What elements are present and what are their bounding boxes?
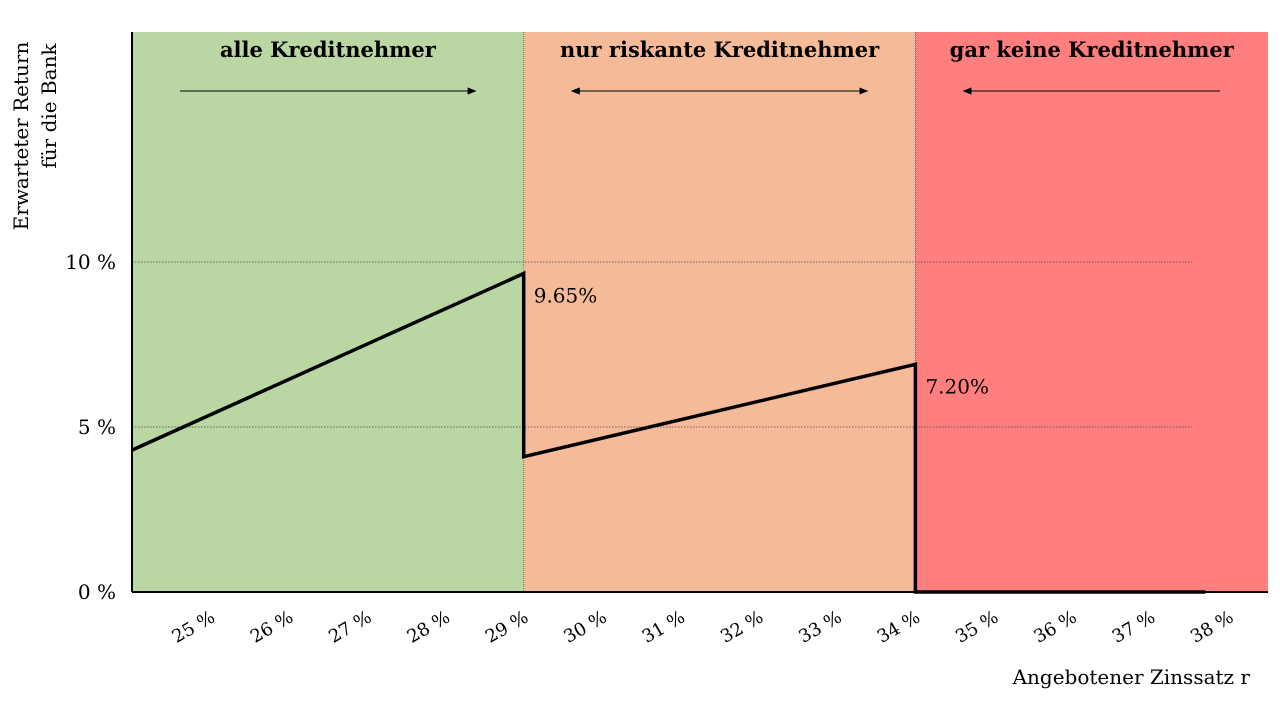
y-axis-title: Erwarteter Return für die Bank	[9, 42, 61, 231]
y-tick-label: 10 %	[65, 250, 116, 274]
region-label-1: alle Kreditnehmer	[220, 37, 437, 62]
x-tick-label: 36 %	[1030, 607, 1080, 648]
x-tick-label: 37 %	[1109, 607, 1159, 648]
grid-layer	[132, 261, 1192, 428]
x-tick-label: 30 %	[560, 607, 610, 648]
x-tick-label: 35 %	[952, 607, 1002, 648]
x-tick-label: 29 %	[482, 607, 532, 648]
x-tick-label: 25 %	[169, 607, 219, 648]
x-tick-label: 38 %	[1187, 607, 1237, 648]
region-labels-layer: alle Kreditnehmer nur riskante Kreditnehm…	[220, 37, 1235, 62]
region-1	[132, 32, 524, 592]
region-label-3: gar keine Kreditnehmer	[950, 37, 1235, 62]
regions-layer	[132, 32, 1268, 592]
x-tick-label: 27 %	[325, 607, 375, 648]
x-tick-label: 34 %	[874, 607, 924, 648]
region-2	[523, 32, 916, 592]
y-axis-title-line-1: Erwarteter Return	[9, 42, 33, 231]
y-tick-label: 0 %	[78, 580, 116, 604]
data-label-1: 9.65%	[534, 284, 598, 308]
x-tick-label: 33 %	[795, 607, 845, 648]
region-3	[915, 32, 1268, 592]
y-axis-title-line-2: für die Bank	[37, 43, 61, 169]
axes-layer	[131, 32, 1268, 593]
data-label-2: 7.20%	[925, 374, 989, 398]
x-axis-title: Angebotener Zinssatz r	[1012, 665, 1251, 689]
x-tick-label: 32 %	[717, 607, 767, 648]
x-tick-label: 28 %	[404, 607, 454, 648]
x-tick-label: 26 %	[247, 607, 297, 648]
y-tick-label: 5 %	[78, 415, 116, 439]
region-label-2: nur riskante Kreditnehmer	[560, 37, 880, 62]
x-tick-label: 31 %	[639, 607, 689, 648]
